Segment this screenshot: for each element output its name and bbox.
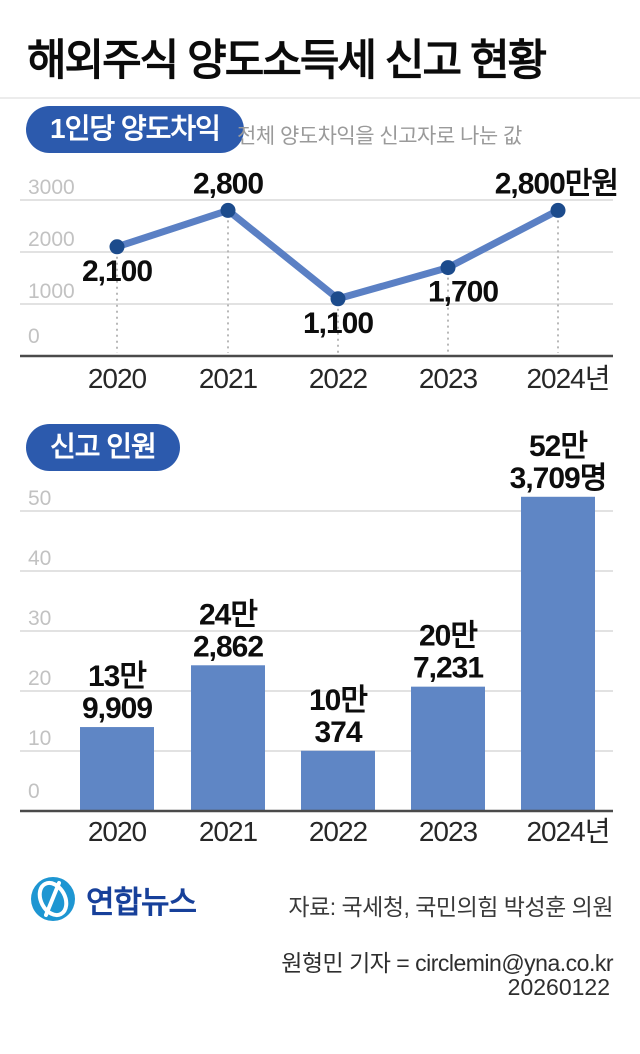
data-point-2020 — [109, 239, 125, 255]
y-tick-label: 2000 — [28, 228, 75, 251]
source-credit: 자료: 국세청, 국민의힘 박성훈 의원 — [288, 894, 613, 920]
x-tick-label: 2022 — [309, 363, 368, 394]
x-tick-label: 2022 — [309, 816, 368, 847]
bar-chart-badge-label: 신고 인원 — [50, 431, 157, 462]
line-chart-subtitle: 전체 양도차익을 신고자로 나눈 값 — [237, 125, 522, 148]
yonhap-logo: 연합뉴스 — [30, 876, 197, 922]
bar-2020 — [80, 727, 154, 811]
bar-value-label-line2: 9,909 — [82, 692, 152, 725]
bar-value-label-line2: 374 — [314, 716, 362, 749]
point-value-label: 2,800 — [193, 167, 263, 200]
point-value-label: 1,100 — [303, 307, 373, 340]
y-tick-label: 0 — [28, 780, 40, 803]
x-tick-label: 2024년 — [526, 363, 609, 394]
bar-value-label-line1: 20만 — [419, 620, 478, 653]
reporter-credit: 원형민 기자 = circlemin@yna.co.kr — [281, 950, 613, 976]
data-point-2022 — [330, 291, 346, 307]
y-tick-label: 0 — [28, 325, 40, 348]
bar-value-label-line2: 7,231 — [413, 652, 483, 685]
bar-2023 — [411, 686, 485, 811]
line-chart-badge-label: 1인당 양도차익 — [50, 113, 221, 144]
point-value-label: 2,100 — [82, 255, 152, 288]
footer: 연합뉴스 자료: 국세청, 국민의힘 박성훈 의원 원형민 기자 = circl… — [0, 860, 640, 1054]
x-tick-label: 2021 — [199, 363, 258, 394]
line-chart-badge: 1인당 양도차익 — [26, 106, 244, 153]
date-stamp: 20260122 — [507, 974, 610, 1000]
x-tick-label: 2021 — [199, 816, 258, 847]
bar-chart-badge: 신고 인원 — [26, 424, 180, 471]
x-tick-label: 2024년 — [526, 816, 609, 847]
bar-2022 — [301, 750, 375, 811]
y-tick-label: 1000 — [28, 280, 75, 303]
data-point-2024년 — [550, 202, 566, 218]
y-tick-label: 40 — [28, 547, 51, 570]
x-tick-label: 2020 — [88, 363, 147, 394]
line-chart: 3000 2000 1000 0 2,100 2,800 1,100 1,700 2,800만원… — [20, 167, 619, 394]
header-divider — [0, 97, 640, 99]
bar-value-label-line1: 24만 — [199, 598, 258, 631]
y-tick-label: 50 — [28, 487, 51, 510]
point-value-label: 2,800만원 — [495, 167, 618, 200]
bar-value-label-line2: 3,709명 — [510, 462, 607, 495]
y-tick-label: 20 — [28, 667, 51, 690]
bar-2021 — [191, 665, 265, 811]
y-tick-label: 3000 — [28, 176, 75, 199]
bar-2024년 — [521, 496, 595, 811]
page-title: 해외주식 양도소득세 신고 현황 — [27, 37, 547, 85]
y-tick-label: 30 — [28, 607, 51, 630]
data-point-2023 — [440, 260, 456, 276]
point-value-label: 1,700 — [428, 276, 498, 309]
bar-value-label-line1: 13만 — [88, 660, 147, 693]
bar-value-label-line1: 10만 — [309, 684, 368, 717]
y-tick-label: 10 — [28, 727, 51, 750]
yonhap-logo-text: 연합뉴스 — [86, 884, 197, 920]
x-tick-label: 2020 — [88, 816, 147, 847]
bar-value-label-line1: 52만 — [529, 430, 588, 463]
bar-value-label-line2: 2,862 — [193, 630, 263, 663]
yonhap-globe-icon — [31, 877, 75, 921]
x-tick-label: 2023 — [419, 363, 478, 394]
data-point-2021 — [220, 202, 236, 218]
x-tick-label: 2023 — [419, 816, 478, 847]
